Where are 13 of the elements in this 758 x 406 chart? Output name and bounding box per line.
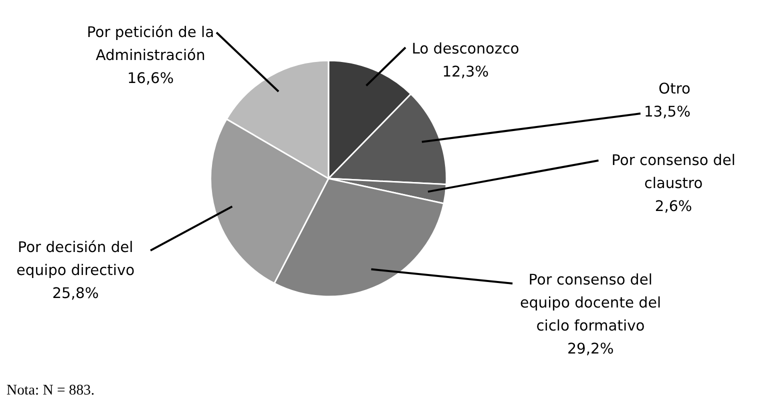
data-label: 13,5% xyxy=(644,103,691,120)
slice-label: Lo desconozco xyxy=(412,40,520,58)
data-label: 29,2% xyxy=(567,340,614,358)
text: Nota: N = 883. xyxy=(6,382,95,398)
slice-label: Por decisión del equipo directivo xyxy=(16,239,135,279)
data-label: 25,8% xyxy=(52,284,99,302)
data-label: 12,3% xyxy=(442,63,489,80)
slice-label: Por petición de la Administración xyxy=(86,24,214,64)
slice-label: Por consenso del equipo docente del ciclo formativo xyxy=(520,272,662,334)
slice-label: Por consenso del claustro xyxy=(612,152,736,192)
data-label: 2,6% xyxy=(654,198,692,215)
slice-label: Otro xyxy=(658,80,691,98)
data-label: 16,6% xyxy=(127,70,174,87)
